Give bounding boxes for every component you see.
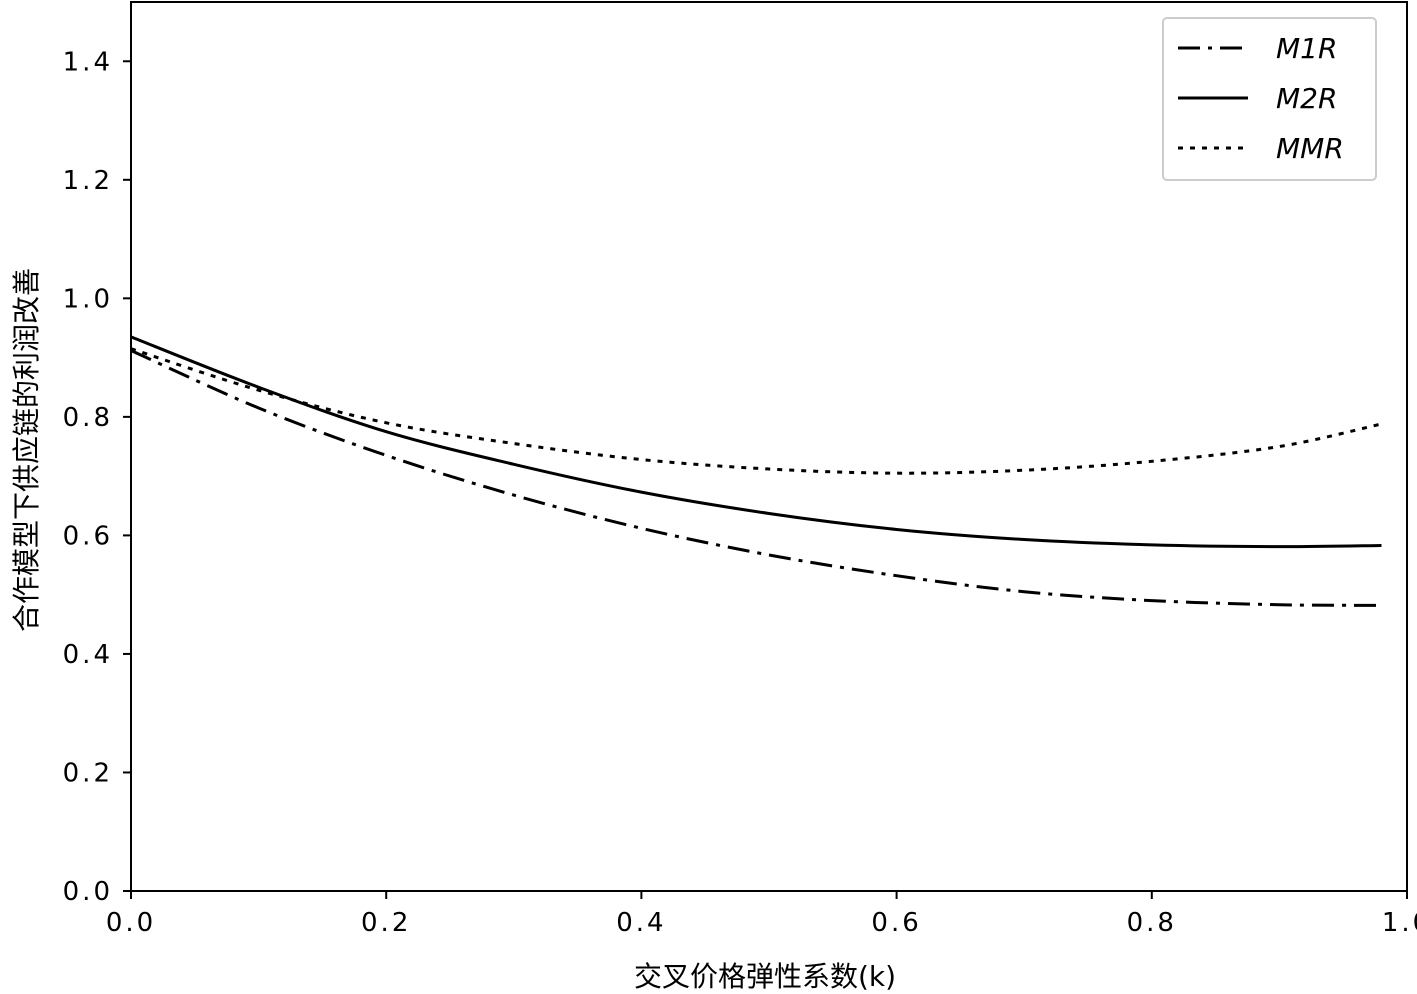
x-tick-label: 0.6 [871, 908, 921, 938]
y-tick-label: 1.2 [63, 166, 113, 196]
y-tick-label: 0.0 [63, 877, 113, 907]
series-line-m2r [130, 335, 1382, 549]
x-tick-label: 0.8 [1127, 908, 1177, 938]
legend: M1R M2R MMR [1162, 17, 1377, 181]
y-axis-label: 合作模型下供应链的利润改善 [10, 268, 43, 632]
y-tick-label: 0.6 [63, 521, 113, 551]
y-tick-label: 0.4 [63, 640, 113, 670]
legend-box [1162, 17, 1377, 181]
y-tick-label: 0.2 [63, 758, 113, 788]
y-tick-label: 1.4 [63, 47, 113, 77]
y-tick-label: 0.8 [63, 403, 113, 433]
x-axis-label: 交叉价格弹性系数(k) [634, 960, 896, 993]
x-tick-label: 0.4 [616, 908, 666, 938]
y-tick-label: 1.0 [63, 284, 113, 314]
series-line-m1r [130, 349, 1382, 607]
legend-label: MMR [1276, 132, 1344, 165]
x-tick-label: 0.0 [106, 908, 156, 938]
legend-label: M2R [1276, 82, 1337, 115]
x-tick-label: 0.2 [361, 908, 411, 938]
legend-label: M1R [1276, 32, 1337, 65]
x-tick-label: 1.0 [1382, 908, 1417, 938]
plot-frame [130, 1, 1408, 892]
series-line-mmr [130, 347, 1382, 475]
